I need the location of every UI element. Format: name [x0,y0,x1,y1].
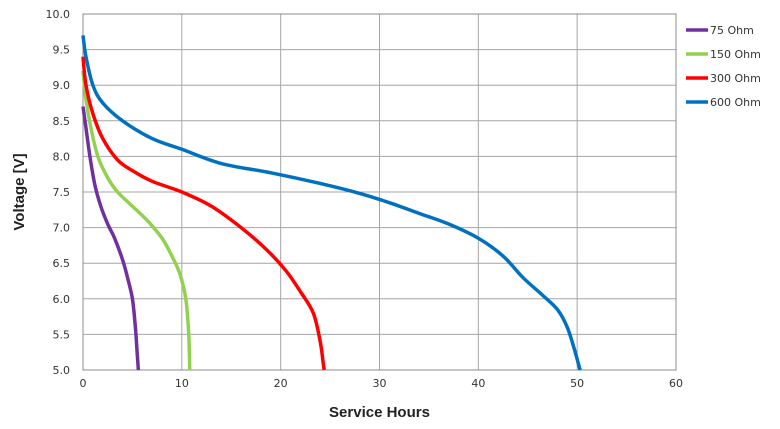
series-lines [81,35,582,371]
y-tick-label: 7.5 [53,186,71,199]
x-tick-label: 60 [669,377,683,390]
plot-area-border [82,13,677,371]
y-tick-label: 10.0 [46,8,71,21]
x-tick-label: 50 [570,377,584,390]
legend-label-600-ohm: 600 Ohm [710,96,761,109]
y-tick-label: 8.5 [53,115,71,128]
series-line-600-ohm [81,35,582,371]
series-line-150-ohm [81,70,192,371]
legend-label-75-ohm: 75 Ohm [710,24,754,37]
x-tick-label: 20 [274,377,288,390]
x-tick-label: 40 [471,377,485,390]
y-tick-label: 9.0 [53,79,71,92]
x-axis-title: Service Hours [329,404,430,421]
legend-label-150-ohm: 150 Ohm [710,48,761,61]
y-tick-label: 9.5 [53,44,71,57]
y-tick-label: 6.0 [53,293,71,306]
grid [82,13,677,371]
series-line-75-ohm [81,106,141,371]
x-tick-label: 0 [80,377,87,390]
tick-labels: 0 10 20 30 40 50 60 5.0 5.5 6.0 6.5 7.0 7.5 8.0 8.5 9.0… [46,8,684,390]
x-tick-label: 10 [175,377,189,390]
y-tick-label: 7.0 [53,222,71,235]
x-tick-label: 30 [373,377,387,390]
y-tick-label: 6.5 [53,257,71,270]
legend: 75 Ohm 150 Ohm 300 Ohm 600 Ohm [686,24,761,109]
y-tick-label: 8.0 [53,150,71,163]
y-tick-label: 5.0 [53,364,71,377]
series-line-300-ohm [81,56,326,371]
y-tick-label: 5.5 [53,328,71,341]
y-axis-title: Voltage [V] [11,153,28,230]
legend-label-300-ohm: 300 Ohm [710,72,761,85]
